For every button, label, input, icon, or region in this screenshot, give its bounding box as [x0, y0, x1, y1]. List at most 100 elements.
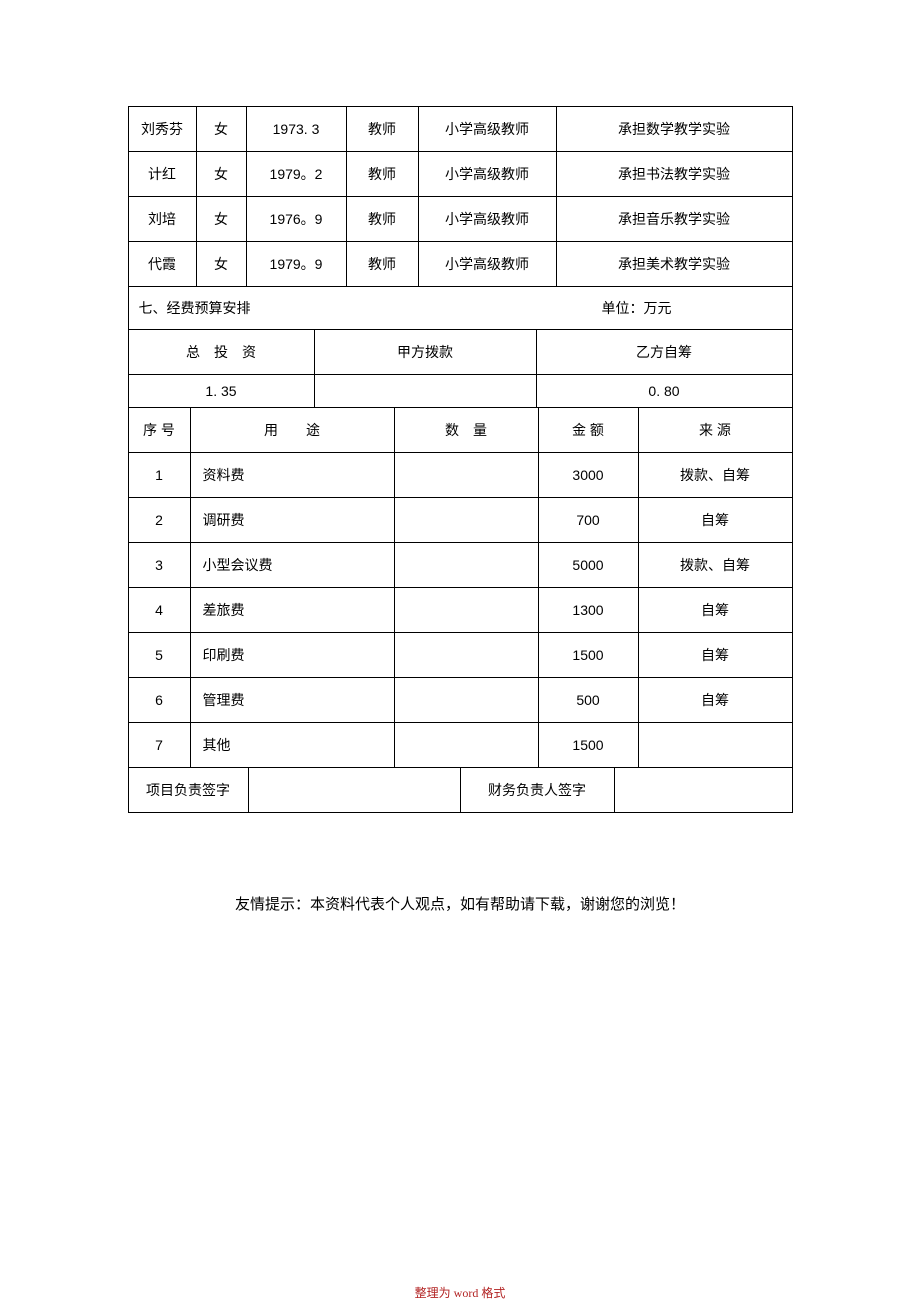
seq: 2 — [128, 498, 190, 543]
use: 资料费 — [190, 453, 394, 498]
table-row: 1 资料费 3000 拨款、自筹 — [128, 453, 792, 498]
qty — [394, 678, 538, 723]
qty — [394, 498, 538, 543]
investment-table: 总 投 资 甲方拨款 乙方自筹 1. 35 0. 80 — [128, 329, 793, 408]
signature-table: 项目负责签字 财务负责人签字 — [128, 767, 793, 813]
amount: 1300 — [538, 588, 638, 633]
amount: 500 — [538, 678, 638, 723]
table-row: 1. 35 0. 80 — [128, 375, 792, 408]
finance-lead-label: 财务负责人签字 — [460, 768, 614, 813]
table-row: 计红 女 1979。2 教师 小学高级教师 承担书法教学实验 — [128, 152, 792, 197]
staff-role: 教师 — [346, 197, 418, 242]
party-b-label: 乙方自筹 — [536, 330, 792, 375]
project-lead-label: 项目负责签字 — [128, 768, 248, 813]
use: 差旅费 — [190, 588, 394, 633]
staff-birth: 1973. 3 — [246, 107, 346, 152]
qty — [394, 723, 538, 768]
seq: 7 — [128, 723, 190, 768]
staff-duty: 承担音乐教学实验 — [556, 197, 792, 242]
source: 自筹 — [638, 633, 792, 678]
finance-lead-sign — [614, 768, 792, 813]
staff-duty: 承担书法教学实验 — [556, 152, 792, 197]
section7-left: 七、经费预算安排 — [139, 300, 251, 316]
table-row: 项目负责签字 财务负责人签字 — [128, 768, 792, 813]
use: 印刷费 — [190, 633, 394, 678]
table-row: 7 其他 1500 — [128, 723, 792, 768]
staff-table: 刘秀芬 女 1973. 3 教师 小学高级教师 承担数学教学实验 计红 女 19… — [128, 106, 793, 287]
source: 自筹 — [638, 678, 792, 723]
party-a-label: 甲方拨款 — [314, 330, 536, 375]
use: 调研费 — [190, 498, 394, 543]
project-lead-sign — [248, 768, 460, 813]
use: 其他 — [190, 723, 394, 768]
page-container: 刘秀芬 女 1973. 3 教师 小学高级教师 承担数学教学实验 计红 女 19… — [0, 0, 920, 1301]
table-row: 2 调研费 700 自筹 — [128, 498, 792, 543]
source: 拨款、自筹 — [638, 453, 792, 498]
staff-name: 计红 — [128, 152, 196, 197]
total-invest-label: 总 投 资 — [128, 330, 314, 375]
table-row: 刘秀芬 女 1973. 3 教师 小学高级教师 承担数学教学实验 — [128, 107, 792, 152]
budget-table: 序 号 用 途 数 量 金 额 来 源 1 资料费 3000 拨款、自筹 2 调… — [128, 407, 793, 768]
staff-duty: 承担美术教学实验 — [556, 242, 792, 287]
staff-name: 刘秀芬 — [128, 107, 196, 152]
col-qty: 数 量 — [394, 408, 538, 453]
amount: 1500 — [538, 633, 638, 678]
qty — [394, 633, 538, 678]
party-a-value — [314, 375, 536, 408]
section7-right: 单位：万元 — [602, 298, 672, 318]
table-row: 3 小型会议费 5000 拨款、自筹 — [128, 543, 792, 588]
table-row: 序 号 用 途 数 量 金 额 来 源 — [128, 408, 792, 453]
seq: 5 — [128, 633, 190, 678]
table-row: 4 差旅费 1300 自筹 — [128, 588, 792, 633]
table-row: 刘培 女 1976。9 教师 小学高级教师 承担音乐教学实验 — [128, 197, 792, 242]
col-seq: 序 号 — [128, 408, 190, 453]
table-row: 七、经费预算安排 单位：万元 — [128, 287, 792, 330]
staff-title: 小学高级教师 — [418, 107, 556, 152]
staff-birth: 1976。9 — [246, 197, 346, 242]
staff-gender: 女 — [196, 242, 246, 287]
source — [638, 723, 792, 768]
seq: 6 — [128, 678, 190, 723]
section7-header: 七、经费预算安排 单位：万元 — [128, 286, 793, 330]
total-invest-value: 1. 35 — [128, 375, 314, 408]
staff-name: 代霞 — [128, 242, 196, 287]
section7-cell: 七、经费预算安排 单位：万元 — [128, 287, 792, 330]
table-row: 总 投 资 甲方拨款 乙方自筹 — [128, 330, 792, 375]
staff-gender: 女 — [196, 107, 246, 152]
amount: 700 — [538, 498, 638, 543]
seq: 1 — [128, 453, 190, 498]
qty — [394, 453, 538, 498]
use: 管理费 — [190, 678, 394, 723]
col-source: 来 源 — [638, 408, 792, 453]
staff-role: 教师 — [346, 152, 418, 197]
col-amount: 金 额 — [538, 408, 638, 453]
staff-gender: 女 — [196, 197, 246, 242]
source: 自筹 — [638, 588, 792, 633]
staff-birth: 1979。9 — [246, 242, 346, 287]
amount: 5000 — [538, 543, 638, 588]
footer-note: 友情提示：本资料代表个人观点，如有帮助请下载，谢谢您的浏览！ — [0, 893, 920, 914]
source: 拨款、自筹 — [638, 543, 792, 588]
seq: 3 — [128, 543, 190, 588]
staff-duty: 承担数学教学实验 — [556, 107, 792, 152]
staff-title: 小学高级教师 — [418, 152, 556, 197]
qty — [394, 588, 538, 633]
staff-role: 教师 — [346, 107, 418, 152]
staff-name: 刘培 — [128, 197, 196, 242]
table-row: 6 管理费 500 自筹 — [128, 678, 792, 723]
staff-role: 教师 — [346, 242, 418, 287]
source: 自筹 — [638, 498, 792, 543]
table-row: 代霞 女 1979。9 教师 小学高级教师 承担美术教学实验 — [128, 242, 792, 287]
amount: 3000 — [538, 453, 638, 498]
staff-birth: 1979。2 — [246, 152, 346, 197]
use: 小型会议费 — [190, 543, 394, 588]
qty — [394, 543, 538, 588]
party-b-value: 0. 80 — [536, 375, 792, 408]
table-row: 5 印刷费 1500 自筹 — [128, 633, 792, 678]
staff-gender: 女 — [196, 152, 246, 197]
staff-title: 小学高级教师 — [418, 197, 556, 242]
bottom-label: 整理为 word 格式 — [0, 1284, 920, 1301]
staff-title: 小学高级教师 — [418, 242, 556, 287]
col-use: 用 途 — [190, 408, 394, 453]
amount: 1500 — [538, 723, 638, 768]
